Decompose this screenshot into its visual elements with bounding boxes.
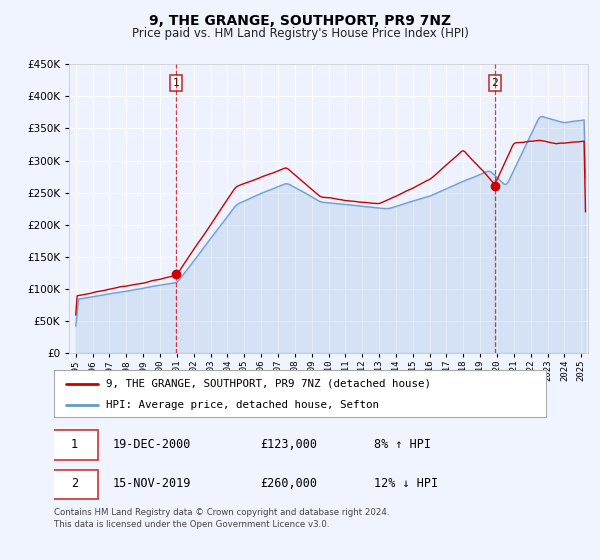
Text: 1: 1 <box>173 78 179 88</box>
Text: £260,000: £260,000 <box>260 477 317 491</box>
Text: 9, THE GRANGE, SOUTHPORT, PR9 7NZ: 9, THE GRANGE, SOUTHPORT, PR9 7NZ <box>149 14 451 28</box>
Text: £123,000: £123,000 <box>260 438 317 451</box>
FancyBboxPatch shape <box>52 431 98 460</box>
FancyBboxPatch shape <box>52 470 98 499</box>
Text: Price paid vs. HM Land Registry's House Price Index (HPI): Price paid vs. HM Land Registry's House … <box>131 27 469 40</box>
Text: 12% ↓ HPI: 12% ↓ HPI <box>374 477 438 491</box>
Text: 1: 1 <box>71 438 78 451</box>
Text: 15-NOV-2019: 15-NOV-2019 <box>113 477 191 491</box>
Text: 2: 2 <box>71 477 78 491</box>
Text: 2: 2 <box>491 78 498 88</box>
Text: This data is licensed under the Open Government Licence v3.0.: This data is licensed under the Open Gov… <box>54 520 329 529</box>
Text: Contains HM Land Registry data © Crown copyright and database right 2024.: Contains HM Land Registry data © Crown c… <box>54 508 389 517</box>
Text: 8% ↑ HPI: 8% ↑ HPI <box>374 438 431 451</box>
Text: 19-DEC-2000: 19-DEC-2000 <box>113 438 191 451</box>
Text: HPI: Average price, detached house, Sefton: HPI: Average price, detached house, Seft… <box>106 400 379 410</box>
Text: 9, THE GRANGE, SOUTHPORT, PR9 7NZ (detached house): 9, THE GRANGE, SOUTHPORT, PR9 7NZ (detac… <box>106 379 431 389</box>
